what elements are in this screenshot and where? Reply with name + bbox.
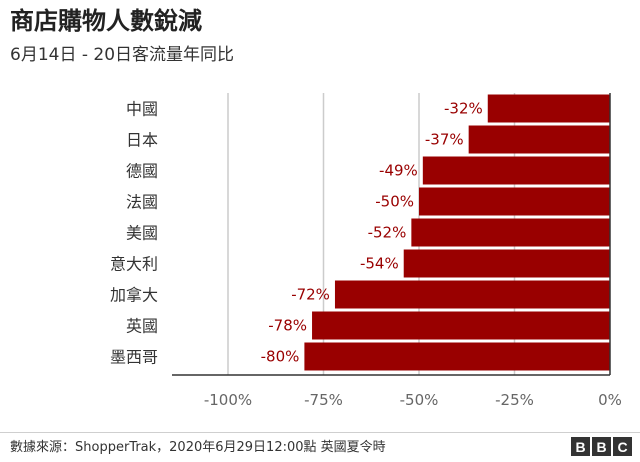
category-label: 加拿大 xyxy=(110,286,158,305)
x-tick-label: -75% xyxy=(304,391,343,409)
bar xyxy=(304,342,610,371)
bar-value-label: -78% xyxy=(268,317,307,335)
x-tick-label: 0% xyxy=(598,391,622,409)
bar-value-label: -80% xyxy=(261,348,300,366)
category-label: 法國 xyxy=(126,193,158,212)
chart-subtitle: 6月14日 - 20日客流量年同比 xyxy=(10,45,235,65)
source-note: 數據來源：ShopperTrak，2020年6月29日12:00點 英國夏令時 xyxy=(10,440,386,455)
bar xyxy=(419,187,610,216)
bar xyxy=(403,249,610,278)
bar xyxy=(312,311,610,340)
bar xyxy=(487,94,610,123)
bbc-logo: B B C xyxy=(571,437,632,456)
category-label: 英國 xyxy=(126,317,158,336)
bar-chart: -32% 中國 -37% 日本 -49% 德國 -50% 法國 -52% 美國 -54% 意大利 -72… xyxy=(110,93,622,409)
bar xyxy=(411,218,610,247)
bbc-logo-letter: B xyxy=(592,437,611,456)
bar-value-label: -32% xyxy=(444,100,483,118)
bar-value-label: -52% xyxy=(368,224,407,242)
category-label: 美國 xyxy=(126,224,158,243)
bar-value-label: -37% xyxy=(425,131,464,149)
category-label: 中國 xyxy=(126,100,158,119)
bar xyxy=(334,280,610,309)
x-tick-label: -50% xyxy=(400,391,439,409)
category-label: 墨西哥 xyxy=(110,348,158,367)
x-tick-label: -25% xyxy=(495,391,534,409)
bbc-logo-letter: C xyxy=(613,437,632,456)
bar-value-label: -72% xyxy=(291,286,330,304)
footer-divider xyxy=(0,432,640,433)
category-label: 意大利 xyxy=(110,255,158,274)
bar-value-label: -54% xyxy=(360,255,399,273)
category-label: 德國 xyxy=(126,162,158,181)
bar-value-label: -49% xyxy=(379,162,418,180)
bar xyxy=(422,156,610,185)
x-tick-label: -100% xyxy=(204,391,252,409)
bar-value-label: -50% xyxy=(375,193,414,211)
bbc-logo-letter: B xyxy=(571,437,590,456)
category-label: 日本 xyxy=(126,131,158,150)
chart-title: 商店購物人數銳減 xyxy=(10,7,202,35)
bar xyxy=(468,125,610,154)
